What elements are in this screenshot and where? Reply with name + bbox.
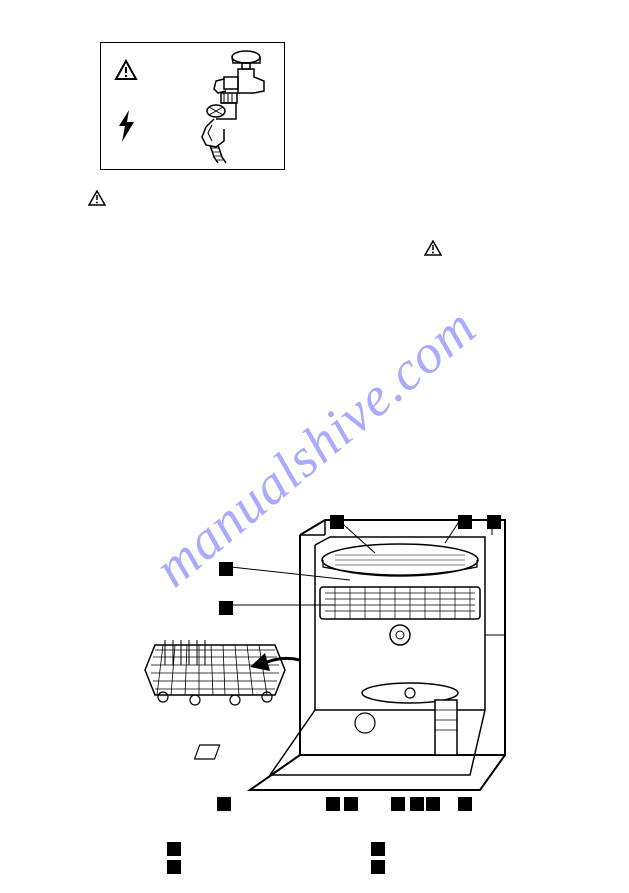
- warning-triangle-icon: [424, 240, 442, 261]
- callout-marker: [410, 797, 424, 811]
- callout-marker: [167, 842, 181, 856]
- callout-marker: [391, 797, 405, 811]
- callout-marker: [458, 515, 472, 529]
- warning-triangle-icon: [114, 59, 138, 86]
- callout-marker: [326, 797, 340, 811]
- callout-marker: [371, 842, 385, 856]
- callout-marker: [330, 515, 344, 529]
- callout-marker: [458, 797, 472, 811]
- callout-marker: [426, 797, 440, 811]
- callout-marker: [219, 601, 233, 615]
- warning-diagram-box: [100, 42, 285, 170]
- warning-triangle-icon: [88, 190, 106, 211]
- dishwasher-diagram: [135, 505, 530, 800]
- callout-marker: [217, 797, 231, 811]
- water-tap-diagram: [176, 49, 281, 172]
- callout-marker: [167, 860, 181, 874]
- callout-marker: [344, 797, 358, 811]
- callout-marker: [487, 515, 501, 529]
- callout-marker: [219, 562, 233, 576]
- electrical-hazard-icon: [114, 108, 138, 149]
- callout-marker: [371, 860, 385, 874]
